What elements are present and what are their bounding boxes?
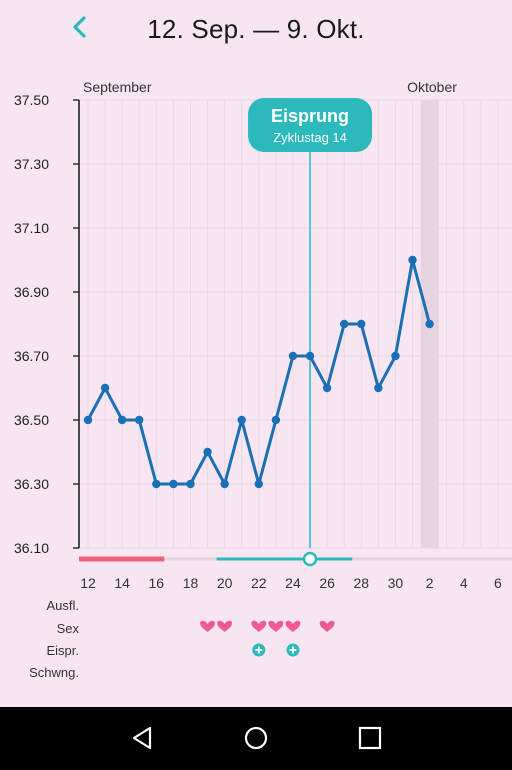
heart-icon [251, 620, 267, 632]
data-point [237, 415, 246, 425]
data-point [425, 319, 434, 329]
x-tick-label: 30 [388, 575, 404, 591]
nav-recents-button[interactable] [355, 723, 385, 753]
month-label: Oktober [407, 79, 457, 95]
data-point [288, 351, 298, 361]
x-tick-label: 22 [251, 575, 267, 591]
x-tick-label: 16 [149, 575, 165, 591]
data-point [203, 447, 212, 457]
chevron-left-icon [73, 16, 86, 38]
month-label: September [83, 79, 152, 95]
heart-icon [268, 620, 284, 632]
data-point [186, 479, 195, 489]
tracking-row-label: Sex [57, 621, 80, 636]
y-tick-label: 36.30 [14, 476, 49, 492]
data-point [271, 415, 281, 425]
x-tick-label: 14 [114, 575, 130, 591]
ovulation-callout-subtitle: Zyklustag 14 [273, 130, 347, 145]
nav-back-button[interactable] [127, 723, 157, 753]
y-tick-label: 37.50 [14, 92, 49, 108]
back-button[interactable] [62, 10, 96, 44]
ovulation-callout-title: Eisprung [271, 106, 349, 126]
square-recents-icon [358, 726, 382, 750]
x-tick-label: 6 [494, 575, 502, 591]
data-point [391, 351, 400, 361]
x-tick-label: 26 [319, 575, 335, 591]
y-tick-label: 37.30 [14, 156, 49, 172]
x-tick-label: 2 [426, 575, 434, 591]
data-point [117, 415, 127, 425]
x-tick-label: 18 [183, 575, 199, 591]
y-tick-label: 36.90 [14, 284, 49, 300]
triangle-back-icon [132, 726, 152, 750]
x-tick-label: 24 [285, 575, 301, 591]
heart-icon [200, 620, 215, 632]
y-tick-label: 36.70 [14, 348, 49, 364]
header: 12. Sep. — 9. Okt. [0, 0, 512, 60]
tracking-row-label: Schwng. [29, 665, 79, 680]
y-tick-label: 36.50 [14, 412, 49, 428]
data-point [100, 383, 110, 393]
heart-icon [285, 620, 301, 632]
circle-home-icon [244, 726, 268, 750]
heart-icon [217, 620, 233, 632]
data-point [357, 319, 366, 329]
x-tick-label: 4 [460, 575, 468, 591]
data-point [254, 479, 263, 489]
y-tick-label: 36.10 [14, 540, 49, 556]
temperature-chart: 36.10 36.30 36.50 36.70 36.90 37.10 37.30 37.50… [14, 79, 512, 680]
ovulation-marker [302, 551, 318, 567]
data-point [305, 351, 315, 361]
tracking-row-label: Ausfl. [46, 598, 79, 613]
data-point [152, 479, 161, 489]
data-point [374, 383, 383, 393]
tracking-row-label: Eispr. [46, 643, 79, 658]
data-point [322, 383, 332, 393]
x-tick-label: 28 [353, 575, 369, 591]
data-point [169, 479, 178, 489]
system-navbar [0, 707, 512, 770]
nav-home-button[interactable] [241, 723, 271, 753]
data-point [220, 479, 229, 489]
x-tick-label: 20 [217, 575, 233, 591]
data-point [83, 415, 93, 425]
data-point [408, 255, 417, 265]
ovulation-callout [248, 98, 373, 152]
y-tick-label: 37.10 [14, 220, 49, 236]
heart-icon [319, 620, 335, 632]
page-title: 12. Sep. — 9. Okt. [147, 14, 365, 44]
data-point [135, 415, 144, 425]
data-point [340, 319, 349, 329]
x-tick-label: 12 [80, 575, 96, 591]
